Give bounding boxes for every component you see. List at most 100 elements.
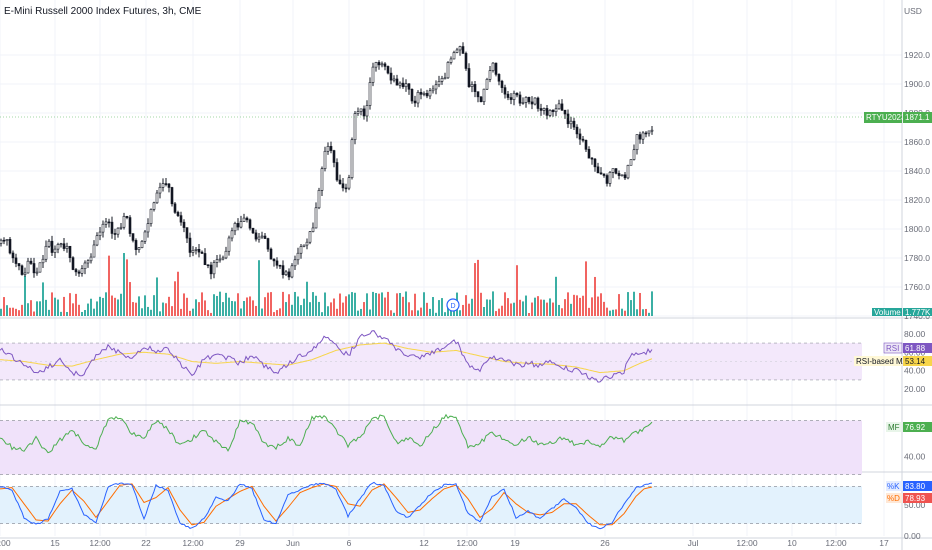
candle-body [185,227,189,239]
time-axis[interactable]: 12:00 15 12:00 22 12:00 29 Jun 6 12 12:00 19 26 Jul 1… [0,538,889,548]
candle-body [80,268,84,274]
time-tick-label: Jun [286,538,300,548]
volume-bar [513,302,515,316]
rsi-tags: RSI 61.88 RSI-based MA 53.14 [854,342,932,366]
time-tick-label: Jul [688,538,699,548]
volume-bar [57,299,59,316]
volume-bar [12,307,14,316]
price-axis[interactable]: 1740.01760.01780.01800.01820.01840.01860… [904,50,930,321]
candle-body [50,240,54,253]
volume-bar [246,297,248,316]
candle-body [632,149,636,160]
volume-bar [336,308,338,316]
volume-bar [363,302,365,316]
candle-body [95,235,99,246]
volume-bar [51,292,53,316]
candle-body [293,259,297,267]
volume-bar [243,301,245,316]
candle-body [434,84,438,90]
volume-bar [183,293,185,316]
candle-body [368,82,372,106]
price-tick-label: 1840.0 [904,166,930,176]
volume-bar [255,305,257,316]
volume-bar [354,292,356,316]
candle-body [380,63,384,66]
volume-bar [369,309,371,316]
candle-body [647,130,651,134]
pane-tick-label: 40.00 [904,366,926,376]
candle-body [617,173,621,176]
candle-body [59,243,63,245]
volume-bar [282,291,284,316]
candle-body [221,257,225,260]
volume-bar [198,302,200,316]
volume-bar [597,296,599,316]
volume-bar [81,311,83,316]
candle-body [527,96,531,103]
pane-tick-label: 80.00 [904,329,926,339]
volume-bar [570,303,572,316]
candle-body [101,223,105,233]
candle-body [251,227,255,234]
volume-bar [417,310,419,316]
candle-body [560,103,564,111]
volume-bar [384,297,386,316]
volume-bar [33,311,35,316]
candle-body [437,81,441,86]
candle-body [206,264,210,267]
candle-body [74,269,78,273]
volume-value: 1.777K [905,308,931,317]
candle-body [215,259,219,263]
candle-body [521,102,525,104]
candle-body [104,221,108,225]
volume-bar [192,308,194,316]
stochastic-pane: 0.00 50.00 [0,481,926,541]
candle-body [326,146,330,152]
rsi-ma-value: 53.14 [905,357,926,366]
volume-bar [69,293,71,316]
candle-body [44,245,48,260]
candle-body [446,62,450,79]
candle-body [110,221,114,234]
volume-bar [477,259,479,316]
volume-bar [99,296,101,316]
volume-bar [105,292,107,316]
candle-body [569,120,573,125]
volume-bar [474,263,476,316]
candle-body [281,265,285,275]
candle-body [488,70,492,80]
time-tick-label: 15 [50,538,60,548]
volume-bar [480,292,482,316]
volume-bar [123,253,125,316]
volume-bar [582,295,584,316]
candle-body [14,257,18,264]
volume-bar [228,297,230,316]
dividend-icon[interactable]: D [446,298,460,312]
candle-body [614,168,618,174]
candle-body [269,248,273,260]
candle-body [593,158,597,168]
candle-body [416,91,420,104]
candle-body [596,166,600,174]
candle-body [578,133,582,140]
volume-bar [234,301,236,316]
volume-bar [483,306,485,316]
candle-body [248,219,252,229]
candle-body [506,93,510,98]
volume-bar [285,302,287,316]
candle-body [338,179,342,185]
candle-body [335,162,339,181]
volume-bar [216,295,218,316]
candle-body [179,215,183,223]
candle-body [134,240,138,250]
volume-bar [6,305,8,316]
candle-body [428,90,432,97]
candle-body [143,231,147,242]
candle-body [473,84,477,92]
candlestick-series [0,42,654,281]
candle-body [212,262,216,275]
volume-bar [591,297,593,316]
candle-body [254,232,258,240]
volume-bar [507,298,509,316]
